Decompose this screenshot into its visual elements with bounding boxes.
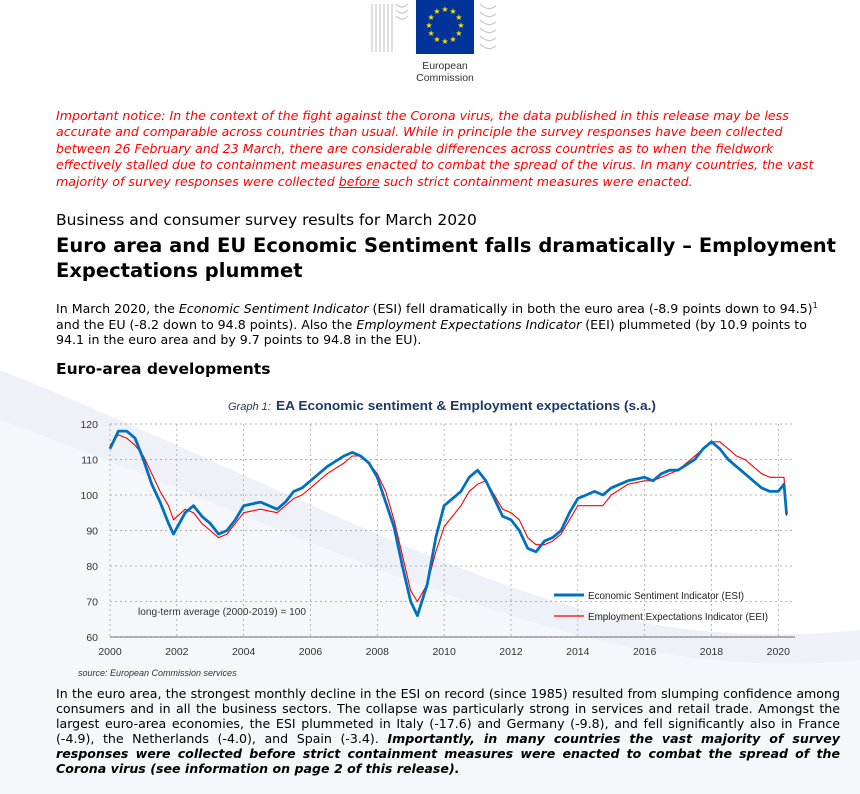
eu-flag [416, 0, 474, 54]
y-tick-label: 120 [80, 419, 98, 431]
eu-star: ★ [455, 29, 462, 38]
chart-series-lines [108, 429, 788, 618]
y-tick-label: 70 [86, 597, 98, 609]
paragraph-text: In the euro area, the strongest monthly … [56, 686, 840, 747]
esi-series-line [108, 429, 788, 618]
chart-legend: Economic Sentiment Indicator (ESI) Emplo… [554, 590, 768, 623]
x-tick-label: 2000 [98, 646, 122, 658]
y-tick-label: 60 [86, 632, 98, 644]
eu-star: ★ [449, 7, 456, 16]
x-tick-label: 2020 [767, 646, 791, 658]
long-term-average-annotation: long-term average (2000-2019) = 100 [138, 606, 306, 618]
lead-text-3: and the EU (-8.2 down to 94.8 points). A… [56, 316, 357, 332]
y-axis-ticks: 60 70 80 90 100 110 120 [80, 419, 98, 644]
eu-star: ★ [449, 35, 456, 44]
logo-line-commission: Commission [416, 72, 474, 84]
y-tick-label: 90 [86, 526, 98, 538]
eu-star: ★ [428, 13, 435, 22]
eu-star: ★ [441, 37, 448, 46]
euro-area-paragraph: In the euro area, the strongest monthly … [56, 686, 840, 777]
logo-text: European Commission [400, 60, 490, 84]
lead-text-1: In March 2020, the [56, 301, 179, 317]
x-tick-label: 2012 [499, 646, 523, 658]
lead-esi-term: Economic Sentiment Indicator [178, 301, 369, 317]
eu-star: ★ [457, 21, 464, 30]
x-tick-label: 2004 [232, 646, 256, 658]
legend-eei-label: Employment Expectations Indicator (EEI) [588, 611, 768, 623]
chart-title-prefix: Graph 1: [228, 401, 271, 413]
building-lines-right [479, 3, 497, 50]
footnote-marker[interactable]: 1 [812, 301, 818, 310]
x-tick-label: 2018 [700, 646, 724, 658]
important-notice: Important notice: In the context of the … [56, 108, 838, 190]
x-tick-label: 2016 [633, 646, 657, 658]
european-commission-logo: ★ ★★★★★★★★★★★ [371, 0, 497, 54]
background-swoosh [0, 370, 860, 794]
x-tick-label: 2002 [165, 646, 189, 658]
eu-stars: ★ ★★★★★★★★★★★ [425, 5, 464, 46]
paragraph-emphasis: Importantly, in many countries the vast … [56, 731, 841, 777]
notice-underlined: before [338, 173, 380, 189]
lead-text-4: (EEI) plummeted (by 10.9 points to 94.1 … [56, 316, 807, 347]
x-tick-label: 2008 [366, 646, 390, 658]
x-tick-label: 2010 [432, 646, 456, 658]
eei-series-line [109, 434, 788, 603]
notice-part1: Important notice: In the context of the … [56, 108, 814, 189]
x-tick-label: 2014 [566, 646, 590, 658]
chart-title: EA Economic sentiment & Employment expec… [276, 398, 656, 413]
x-axis-ticks: 2000 2002 2004 2006 2008 2010 2012 2014 2016 2018… [98, 646, 790, 658]
eu-star: ★ [433, 7, 440, 16]
section-title: Euro-area developments [56, 360, 271, 378]
chart-gridlines [109, 423, 795, 638]
eu-star: ★ [425, 21, 432, 30]
lead-paragraph: In March 2020, the Economic Sentiment In… [56, 298, 838, 347]
lead-eei-term: Employment Expectations Indicator [356, 316, 582, 332]
y-tick-label: 80 [86, 561, 98, 573]
eu-star: ★ [455, 13, 462, 22]
chart-source: source: European Commission services [78, 668, 237, 678]
eu-star: ★ [441, 5, 448, 14]
logo-line-european: European [422, 60, 468, 72]
lead-text-2: (ESI) fell dramatically in both the euro… [368, 301, 813, 317]
building-lines-left [371, 3, 409, 52]
x-tick-label: 2006 [299, 646, 323, 658]
eu-star: ★ [433, 35, 440, 44]
release-headline: Euro area and EU Economic Sentiment fall… [56, 234, 836, 282]
graph-1-chart: Graph 1: EA Economic sentiment & Employm… [78, 398, 795, 678]
eu-star: ★ [428, 29, 435, 38]
release-subtitle: Business and consumer survey results for… [56, 211, 477, 229]
y-tick-label: 100 [80, 490, 98, 502]
legend-esi-label: Economic Sentiment Indicator (ESI) [588, 590, 744, 602]
notice-part2: such strict containment measures were en… [379, 173, 693, 189]
y-tick-label: 110 [81, 455, 98, 467]
